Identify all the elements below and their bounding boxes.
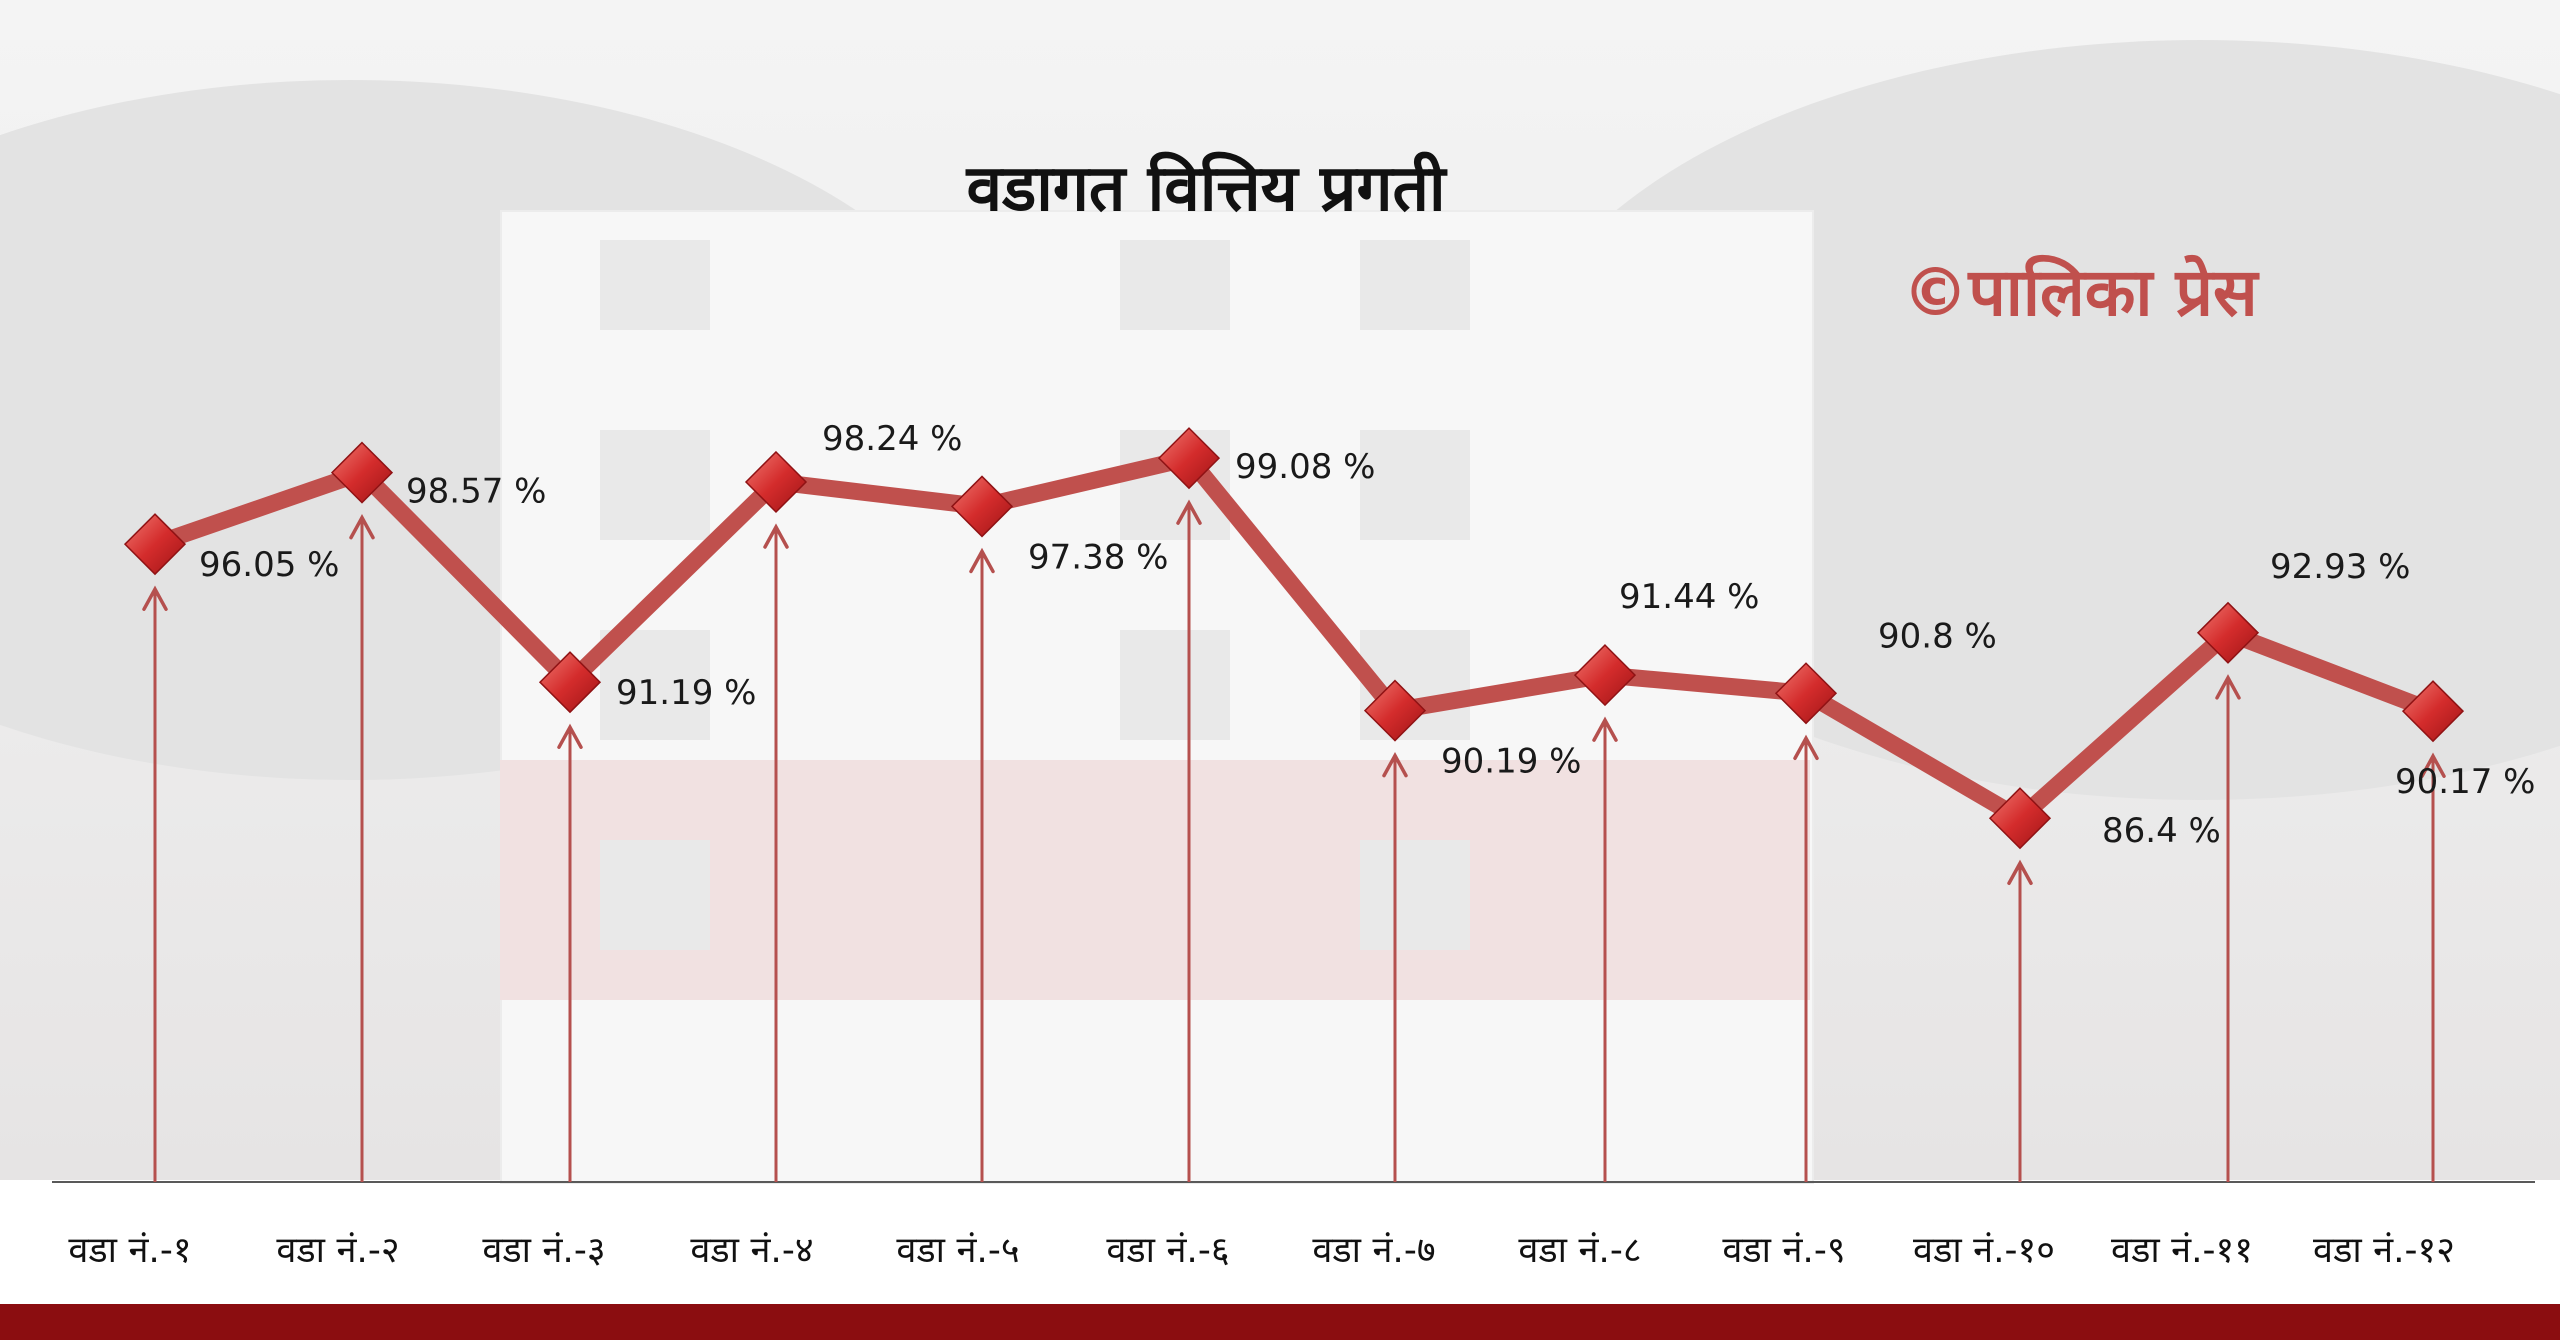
data-label: 96.05 % (199, 545, 339, 585)
pointer-arrow (142, 585, 168, 1182)
background-photo (0, 0, 2560, 1184)
data-point-marker (2401, 680, 2465, 743)
pointer-arrow (2420, 752, 2446, 1182)
x-tick-label: वडा नं.-१० (1913, 1230, 2055, 1271)
x-tick-label: वडा नं.-५ (896, 1230, 1019, 1271)
data-point-marker (123, 513, 187, 576)
data-point-marker (1988, 787, 2052, 850)
data-label: 91.19 % (616, 673, 756, 713)
pointer-arrow (557, 723, 583, 1182)
x-tick-label: वडा नं.-४ (690, 1230, 813, 1271)
data-point-marker (2196, 601, 2260, 664)
data-point-marker (1774, 662, 1838, 725)
data-label: 90.19 % (1441, 742, 1581, 782)
footer-bar (0, 1304, 2560, 1340)
pointer-arrow (969, 547, 995, 1182)
data-point-marker (330, 441, 394, 504)
x-tick-label: वडा नं.-६ (1106, 1230, 1229, 1271)
x-tick-label: वडा नं.-७ (1312, 1230, 1435, 1271)
x-tick-label: वडा नं.-२ (276, 1230, 399, 1271)
data-point-marker (1573, 644, 1637, 707)
pointer-arrow (1793, 734, 1819, 1182)
data-point-marker (1363, 679, 1427, 742)
data-label: 98.57 % (406, 472, 546, 512)
x-tick-label: वडा नं.-३ (482, 1230, 605, 1271)
data-point-marker (950, 475, 1014, 538)
x-tick-label: वडा नं.-१ (68, 1230, 191, 1271)
data-label: 86.4 % (2102, 811, 2221, 851)
pointer-arrow (1592, 716, 1618, 1182)
series-line (146, 449, 2442, 827)
brand-watermark: ©पालिका प्रेस (1902, 254, 2260, 331)
pointer-arrow (2215, 674, 2241, 1182)
data-point-marker (744, 450, 808, 514)
pointer-arrow (349, 513, 375, 1182)
x-tick-label: वडा नं.-१२ (2313, 1230, 2455, 1271)
pointer-arrow (1382, 751, 1408, 1182)
data-label: 92.93 % (2270, 547, 2410, 587)
x-tick-label: वडा नं.-८ (1518, 1230, 1641, 1271)
x-tick-label: वडा नं.-११ (2111, 1230, 2253, 1271)
data-point-marker (1157, 427, 1221, 490)
data-point-marker (538, 651, 602, 714)
data-label: 90.8 % (1878, 616, 1997, 656)
x-tick-label: वडा नं.-९ (1722, 1230, 1845, 1271)
pointer-arrow (1176, 499, 1202, 1182)
data-label: 99.08 % (1235, 447, 1375, 487)
data-label: 98.24 % (822, 419, 962, 459)
data-label: 91.44 % (1619, 577, 1759, 617)
data-label: 90.17 % (2395, 762, 2535, 802)
pointer-arrow (2007, 859, 2033, 1182)
data-label: 97.38 % (1028, 537, 1168, 577)
chart-title: वडागत वित्तिय प्रगती (965, 151, 1447, 226)
pointer-arrow (763, 523, 789, 1182)
